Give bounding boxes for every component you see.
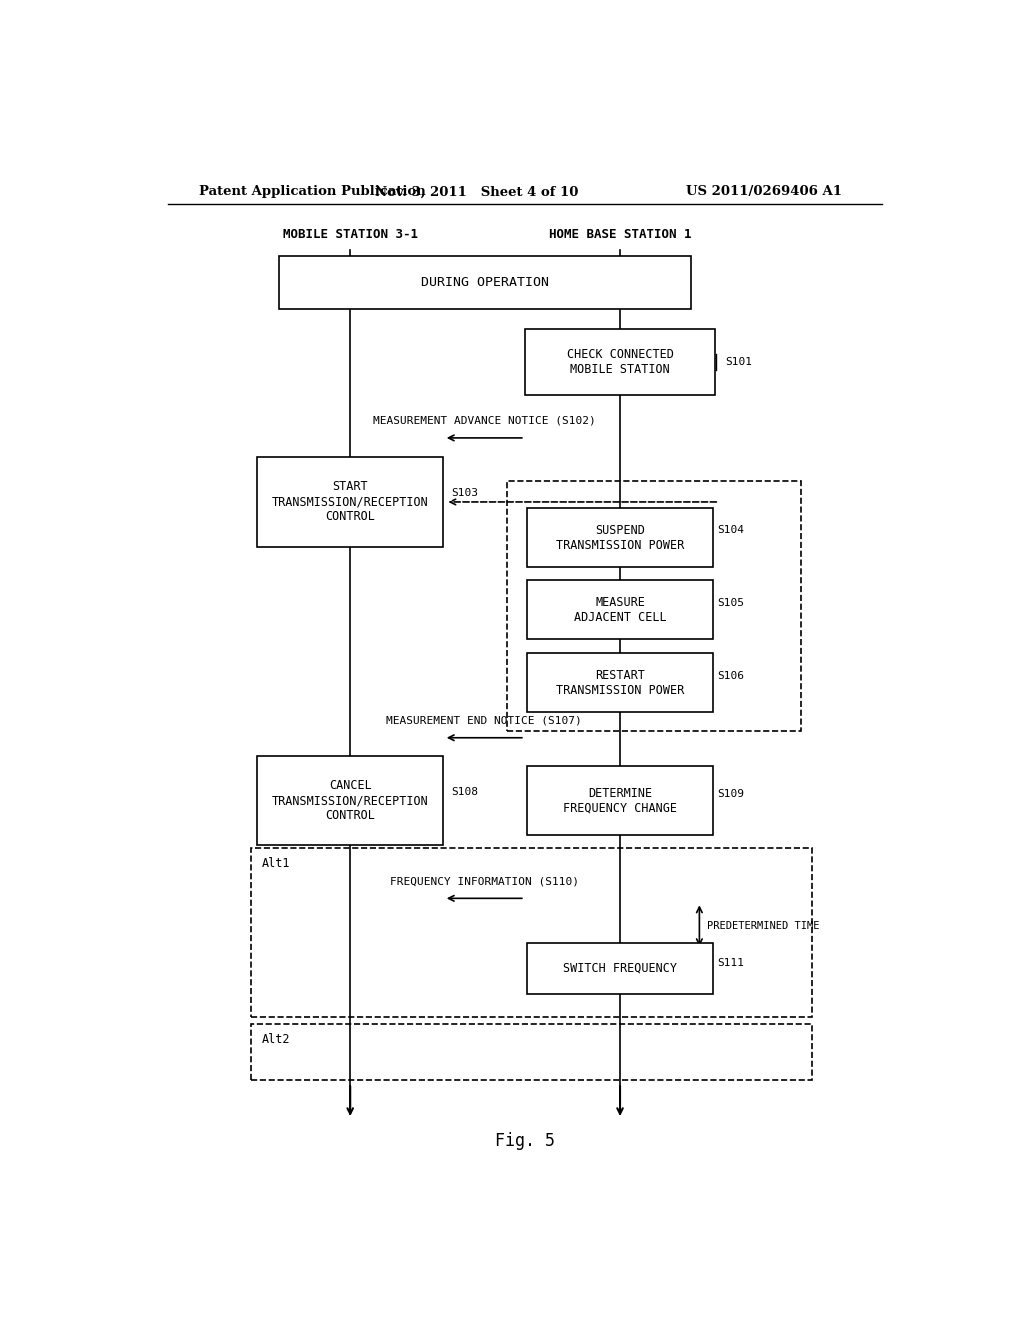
Text: START
TRANSMISSION/RECEPTION
CONTROL: START TRANSMISSION/RECEPTION CONTROL bbox=[271, 480, 429, 524]
FancyBboxPatch shape bbox=[524, 329, 715, 395]
Text: DURING OPERATION: DURING OPERATION bbox=[421, 276, 549, 289]
FancyBboxPatch shape bbox=[279, 256, 691, 309]
Text: CHECK CONNECTED
MOBILE STATION: CHECK CONNECTED MOBILE STATION bbox=[566, 347, 674, 376]
Text: SUSPEND
TRANSMISSION POWER: SUSPEND TRANSMISSION POWER bbox=[556, 524, 684, 552]
Text: MEASURE
ADJACENT CELL: MEASURE ADJACENT CELL bbox=[573, 595, 667, 623]
Text: S105: S105 bbox=[717, 598, 743, 607]
Text: S109: S109 bbox=[717, 788, 743, 799]
FancyBboxPatch shape bbox=[526, 508, 714, 568]
Text: S104: S104 bbox=[717, 525, 743, 536]
Text: PREDETERMINED TIME: PREDETERMINED TIME bbox=[708, 921, 820, 931]
Text: S108: S108 bbox=[451, 787, 478, 796]
Text: S111: S111 bbox=[717, 958, 743, 969]
FancyBboxPatch shape bbox=[526, 766, 714, 836]
Text: CANCEL
TRANSMISSION/RECEPTION
CONTROL: CANCEL TRANSMISSION/RECEPTION CONTROL bbox=[271, 779, 429, 822]
Text: MOBILE STATION 3-1: MOBILE STATION 3-1 bbox=[283, 228, 418, 242]
FancyBboxPatch shape bbox=[257, 756, 443, 846]
FancyBboxPatch shape bbox=[526, 942, 714, 994]
Text: Alt2: Alt2 bbox=[261, 1032, 290, 1045]
Text: US 2011/0269406 A1: US 2011/0269406 A1 bbox=[686, 185, 842, 198]
FancyBboxPatch shape bbox=[526, 581, 714, 639]
Text: Alt1: Alt1 bbox=[261, 857, 290, 870]
Text: DETERMINE
FREQUENCY CHANGE: DETERMINE FREQUENCY CHANGE bbox=[563, 787, 677, 814]
Text: MEASUREMENT ADVANCE NOTICE (S102): MEASUREMENT ADVANCE NOTICE (S102) bbox=[373, 416, 596, 426]
FancyBboxPatch shape bbox=[526, 653, 714, 713]
Text: Patent Application Publication: Patent Application Publication bbox=[200, 185, 426, 198]
Text: HOME BASE STATION 1: HOME BASE STATION 1 bbox=[549, 228, 691, 242]
Text: MEASUREMENT END NOTICE (S107): MEASUREMENT END NOTICE (S107) bbox=[386, 715, 583, 726]
Text: Nov. 3, 2011   Sheet 4 of 10: Nov. 3, 2011 Sheet 4 of 10 bbox=[376, 185, 579, 198]
Text: S106: S106 bbox=[717, 671, 743, 681]
Text: SWITCH FREQUENCY: SWITCH FREQUENCY bbox=[563, 962, 677, 975]
Text: S101: S101 bbox=[725, 356, 752, 367]
FancyBboxPatch shape bbox=[257, 457, 443, 546]
Text: RESTART
TRANSMISSION POWER: RESTART TRANSMISSION POWER bbox=[556, 669, 684, 697]
Text: Fig. 5: Fig. 5 bbox=[495, 1133, 555, 1150]
Text: FREQUENCY INFORMATION (S110): FREQUENCY INFORMATION (S110) bbox=[390, 876, 579, 886]
Text: S103: S103 bbox=[451, 488, 478, 498]
